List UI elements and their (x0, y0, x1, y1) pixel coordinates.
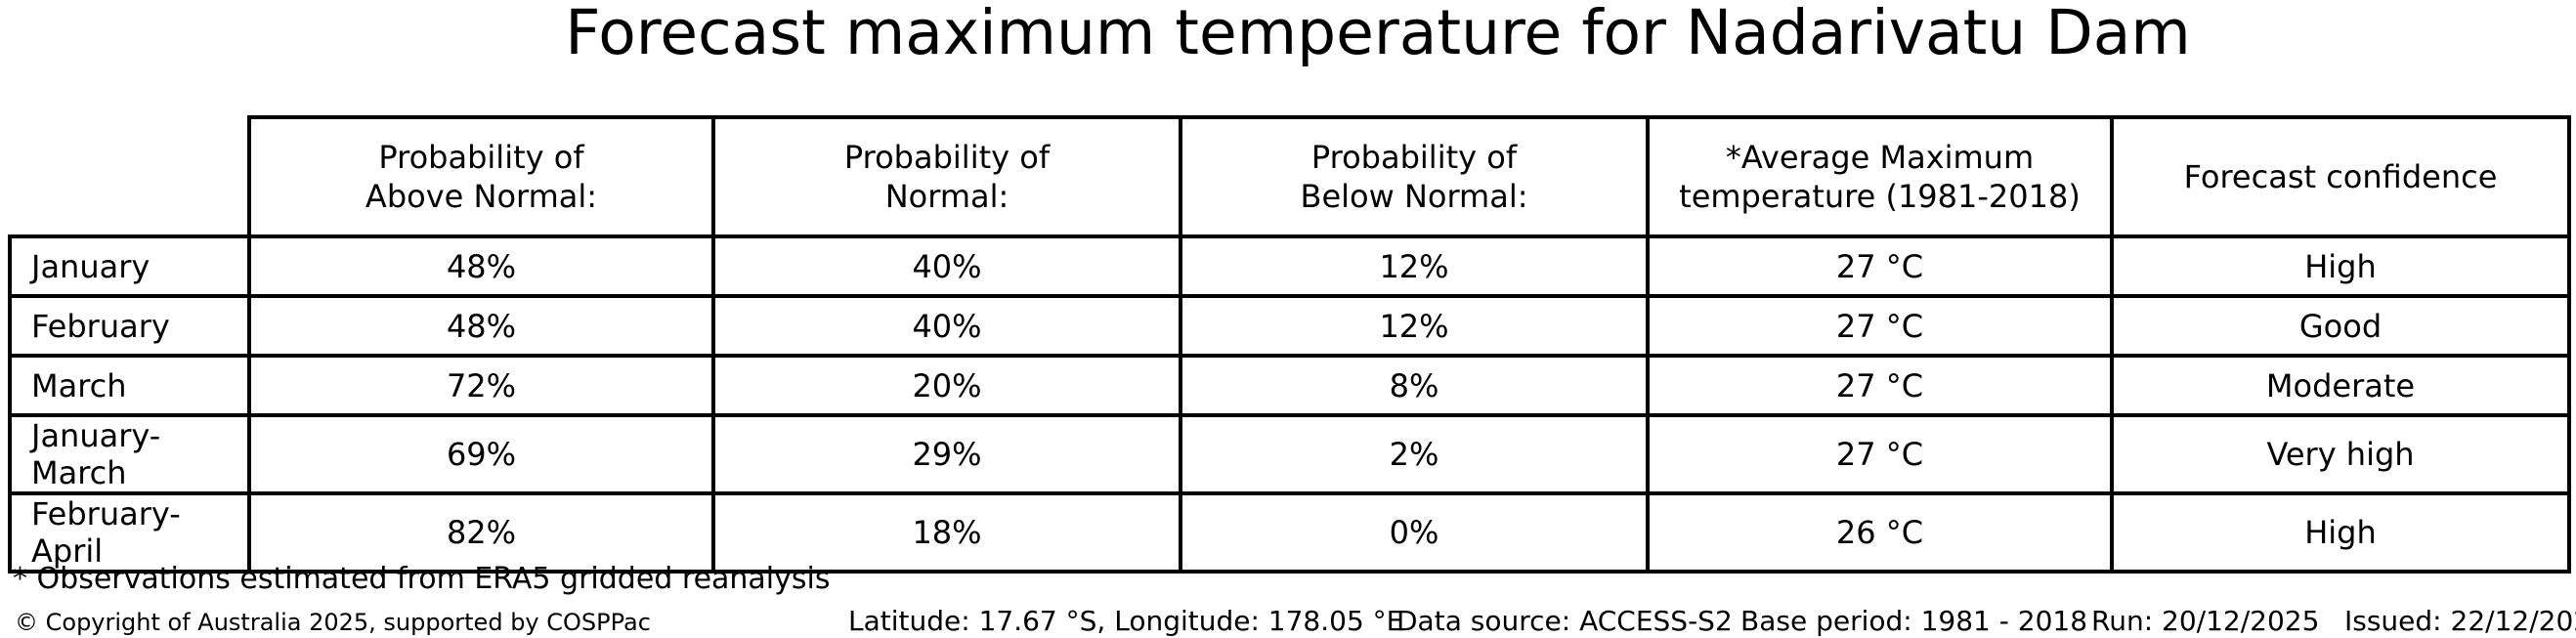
above-normal-value: 48% (247, 294, 715, 358)
table-row: February 48% 40% 12% 27 °C Good (8, 294, 2571, 358)
below-normal-value: 0% (1179, 491, 1650, 574)
average-max-temp-value: 26 °C (1646, 491, 2114, 574)
col-header-forecast-confidence: Forecast confidence (2110, 115, 2571, 238)
average-max-temp-value: 27 °C (1646, 234, 2114, 298)
below-normal-value: 12% (1179, 234, 1650, 298)
run-date-text: Run: 20/12/2025 (2091, 605, 2320, 637)
above-normal-value: 72% (247, 354, 715, 417)
col-header-normal: Probability of Normal: (711, 115, 1182, 238)
observations-footnote: * Observations estimated from ERA5 gridd… (13, 562, 831, 596)
confidence-value: Good (2110, 294, 2571, 358)
forecast-table: Probability of Above Normal: Probability… (8, 115, 2571, 574)
table-row: February-April 82% 18% 0% 26 °C High (8, 491, 2571, 574)
row-label: February (8, 294, 251, 358)
normal-value: 29% (711, 413, 1182, 495)
table-row: January 48% 40% 12% 27 °C High (8, 234, 2571, 298)
normal-value: 20% (711, 354, 1182, 417)
average-max-temp-value: 27 °C (1646, 294, 2114, 358)
table-header-row: Probability of Above Normal: Probability… (10, 115, 2571, 238)
lat-lon-text: Latitude: 17.67 °S, Longitude: 178.05 °E (848, 605, 1404, 637)
confidence-value: High (2110, 491, 2571, 574)
issued-date-text: Issued: 22/12/2025 (2344, 605, 2576, 637)
copyright-text: © Copyright of Australia 2025, supported… (15, 609, 651, 636)
normal-value: 18% (711, 491, 1182, 574)
col-header-above-normal: Probability of Above Normal: (247, 115, 715, 238)
data-source-text: Data source: ACCESS-S2 (1396, 605, 1733, 637)
row-label: January-March (8, 413, 251, 495)
above-normal-value: 69% (247, 413, 715, 495)
above-normal-value: 48% (247, 234, 715, 298)
row-label: March (8, 354, 251, 417)
below-normal-value: 2% (1179, 413, 1650, 495)
col-header-below-normal: Probability of Below Normal: (1179, 115, 1650, 238)
below-normal-value: 12% (1179, 294, 1650, 358)
row-label: February-April (8, 491, 251, 574)
above-normal-value: 82% (247, 491, 715, 574)
confidence-value: Moderate (2110, 354, 2571, 417)
normal-value: 40% (711, 294, 1182, 358)
table-row: March 72% 20% 8% 27 °C Moderate (8, 354, 2571, 417)
table-row: January-March 69% 29% 2% 27 °C Very high (8, 413, 2571, 495)
col-header-average-max-temp: *Average Maximum temperature (1981-2018) (1646, 115, 2114, 238)
confidence-value: High (2110, 234, 2571, 298)
base-period-text: Base period: 1981 - 2018 (1740, 605, 2088, 637)
below-normal-value: 8% (1179, 354, 1650, 417)
normal-value: 40% (711, 234, 1182, 298)
corner-empty-cell (10, 117, 249, 236)
row-label: January (8, 234, 251, 298)
average-max-temp-value: 27 °C (1646, 354, 2114, 417)
average-max-temp-value: 27 °C (1646, 413, 2114, 495)
confidence-value: Very high (2110, 413, 2571, 495)
page-title: Forecast maximum temperature for Nadariv… (565, 0, 2191, 68)
